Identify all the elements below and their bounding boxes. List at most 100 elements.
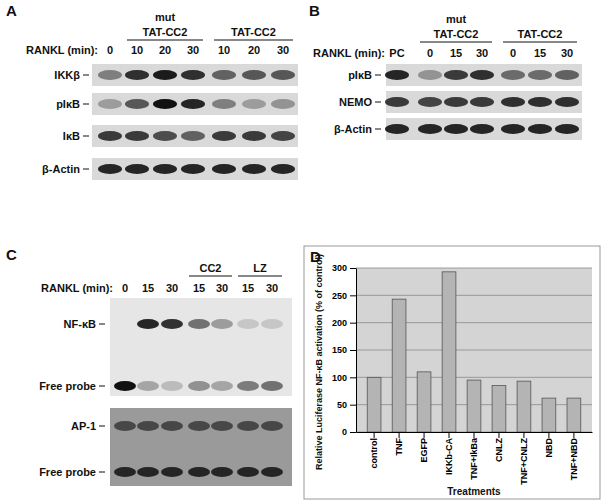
- band: [470, 97, 494, 107]
- group-rule: [503, 42, 577, 43]
- band: [211, 467, 233, 477]
- lane-label: 30: [277, 44, 289, 56]
- tick: TNF: [394, 432, 404, 456]
- lane-label: 10: [131, 44, 143, 56]
- bar: [442, 272, 456, 432]
- blot-strip: [92, 158, 298, 180]
- band: [385, 70, 409, 80]
- band: [188, 421, 210, 431]
- band: [528, 97, 552, 107]
- tick-label: EGFP: [419, 438, 429, 463]
- group-rule: [127, 40, 203, 41]
- grid-line: [356, 322, 592, 323]
- band: [261, 421, 283, 431]
- tick-mark: [350, 350, 356, 351]
- lane-label: 15: [193, 282, 205, 294]
- group-rule: [189, 276, 232, 277]
- band: [212, 131, 236, 141]
- band: [98, 131, 122, 141]
- row-tick: [99, 426, 105, 427]
- row-tick: [83, 75, 89, 76]
- row-label: pIκB: [56, 98, 80, 110]
- band: [153, 131, 177, 141]
- lane-label: 30: [561, 47, 573, 59]
- row-label: pIκB: [348, 69, 372, 81]
- tick: NBD: [544, 432, 554, 458]
- tick-label: TNF+IkBa: [469, 437, 479, 480]
- band: [237, 421, 259, 431]
- blot-strip: [386, 118, 582, 140]
- tick-mark: [350, 295, 356, 296]
- tick: TNF+NBD: [569, 432, 579, 480]
- group-label: mut: [155, 11, 176, 23]
- row-label: IKKβ: [54, 69, 80, 81]
- lane-title: RANKL (min):: [41, 282, 113, 294]
- lane-title: RANKL (min):: [313, 47, 385, 59]
- tick-label: TNF+NBD: [569, 438, 579, 481]
- row-tick: [375, 75, 381, 76]
- tick-mark: [523, 432, 524, 438]
- band: [242, 99, 266, 109]
- band: [271, 70, 295, 80]
- band: [125, 131, 149, 141]
- lane-label: 15: [450, 47, 462, 59]
- row-label: β-Actin: [42, 163, 80, 175]
- blot-strip: [386, 91, 582, 113]
- lane-label: 15: [142, 282, 154, 294]
- row-tick: [83, 104, 89, 105]
- band: [114, 467, 136, 477]
- axis-line: [356, 269, 357, 433]
- band: [444, 124, 468, 134]
- group-label: TAT-CC2: [143, 26, 188, 38]
- band: [555, 97, 579, 107]
- tick: 200: [332, 318, 356, 328]
- band: [385, 97, 409, 107]
- panel: BmutTAT-CC2TAT-CC2RANKL (min):PC01530015…: [309, 2, 582, 140]
- tick: 250: [332, 291, 356, 301]
- band: [98, 164, 122, 174]
- band: [125, 164, 149, 174]
- band: [444, 70, 468, 80]
- band: [153, 99, 177, 109]
- lane-title: RANKL (min):: [26, 44, 98, 56]
- panel: CCC2LZRANKL (min):0153015301530NF-κBFree…: [6, 246, 292, 486]
- axis-title: Treatments: [447, 486, 501, 497]
- tick-label: 300: [332, 263, 347, 273]
- blot-strip: [92, 64, 298, 86]
- band: [444, 97, 468, 107]
- row-tick: [99, 472, 105, 473]
- band: [271, 99, 295, 109]
- band: [261, 319, 283, 329]
- band: [501, 97, 525, 107]
- band: [528, 70, 552, 80]
- panel-label: A: [6, 2, 17, 19]
- grid-line: [356, 350, 592, 351]
- band: [242, 131, 266, 141]
- band: [153, 70, 177, 80]
- band: [188, 319, 210, 329]
- tick-label: 200: [332, 318, 347, 328]
- lane-label: 20: [248, 44, 260, 56]
- band: [271, 164, 295, 174]
- tick: 100: [332, 373, 356, 383]
- band: [181, 99, 205, 109]
- bar: [392, 299, 406, 432]
- tick-mark: [573, 432, 574, 438]
- tick: CNLZ: [494, 432, 504, 462]
- tick: IKKb-CA: [444, 432, 454, 475]
- band: [153, 164, 177, 174]
- row-tick: [83, 136, 89, 137]
- band: [212, 99, 236, 109]
- bar: [467, 380, 481, 432]
- band: [161, 421, 183, 431]
- blot-strip: [386, 64, 582, 86]
- band: [261, 467, 283, 477]
- band: [181, 131, 205, 141]
- lane-label: PC: [389, 47, 404, 59]
- panel-label: B: [309, 2, 320, 19]
- band: [385, 124, 409, 134]
- row-label: IκB: [63, 130, 80, 142]
- tick: TNF+IkBa: [469, 432, 479, 480]
- tick: TNF+CNLZ: [519, 432, 529, 485]
- lane-label: 10: [218, 44, 230, 56]
